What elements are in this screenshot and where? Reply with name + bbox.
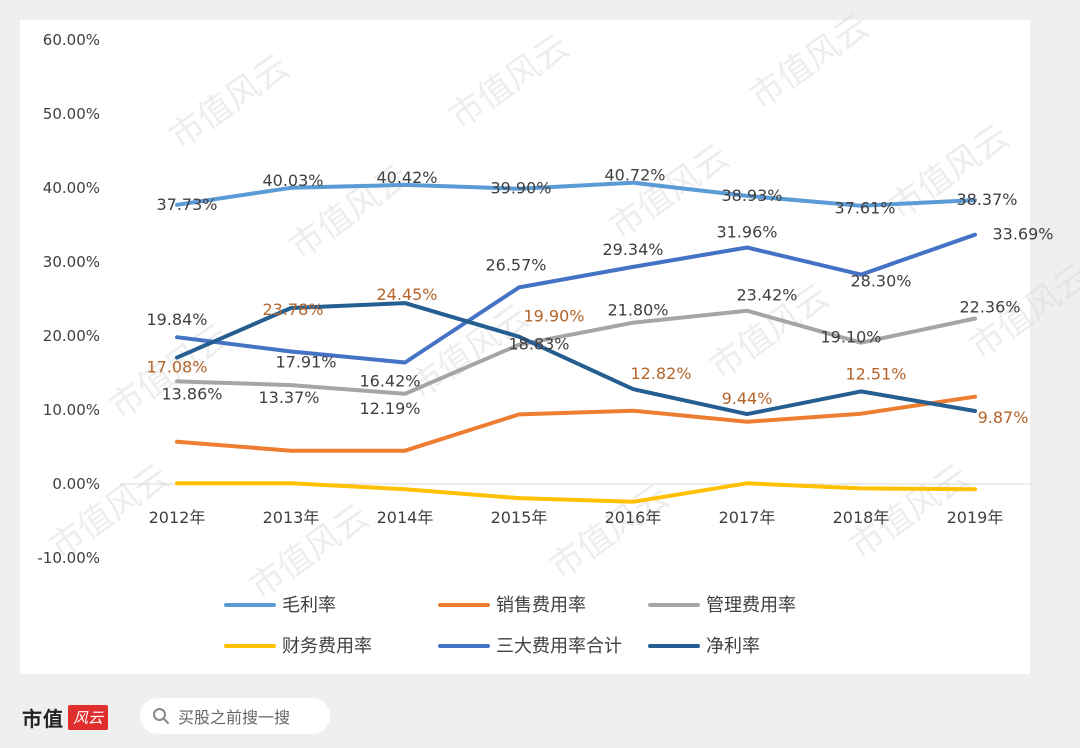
data-label: 13.37%: [258, 388, 319, 407]
legend-label: 三大费用率合计: [496, 636, 622, 657]
data-label: 19.10%: [820, 328, 881, 347]
data-label: 9.87%: [978, 408, 1029, 427]
legend-label: 管理费用率: [706, 595, 796, 616]
y-tick-label: 40.00%: [43, 179, 100, 197]
data-label: 37.73%: [156, 195, 217, 214]
search-box[interactable]: 买股之前搜一搜: [140, 698, 330, 734]
data-label: 38.37%: [956, 190, 1017, 209]
x-tick-label: 2014年: [377, 508, 434, 527]
y-tick-label: -10.00%: [37, 549, 100, 567]
watermark-text: 市值风云: [542, 477, 676, 588]
legend-label: 销售费用率: [496, 595, 586, 616]
series-line-三大费用率合计: [175, 232, 977, 365]
search-placeholder: 买股之前搜一搜: [178, 708, 291, 727]
data-label: 19.84%: [146, 310, 207, 329]
footer-bar: 市值 风云 买股之前搜一搜: [0, 690, 1080, 748]
series-line-净利率: [175, 301, 977, 417]
brand-seal: 风云: [68, 704, 109, 730]
data-label: 12.51%: [845, 364, 906, 383]
data-label: 33.69%: [992, 225, 1053, 244]
legend-label: 净利率: [706, 636, 760, 657]
legend-label: 财务费用率: [282, 636, 372, 657]
data-label: 40.72%: [604, 166, 665, 185]
search-icon: [153, 708, 169, 724]
data-label: 28.30%: [850, 272, 911, 291]
data-label: 29.34%: [602, 240, 663, 259]
y-tick-label: 10.00%: [43, 401, 100, 419]
data-labels: 37.73% 40.03% 40.42% 39.90% 40.72% 38.93% 37.6…: [146, 166, 1053, 427]
data-label: 38.93%: [721, 186, 782, 205]
data-label: 39.90%: [490, 179, 551, 198]
data-label: 21.80%: [607, 301, 668, 320]
data-label: 12.82%: [630, 364, 691, 383]
y-tick-label: 20.00%: [43, 327, 100, 345]
data-label: 9.44%: [722, 389, 773, 408]
series-line-毛利率: [175, 180, 977, 208]
chart-card: [20, 20, 1030, 674]
y-tick-label: 60.00%: [43, 31, 100, 49]
data-label: 26.57%: [485, 255, 546, 274]
series-layer: [175, 180, 977, 504]
data-label: 31.96%: [716, 222, 777, 241]
data-label: 37.61%: [834, 199, 895, 218]
y-tick-label: 30.00%: [43, 253, 100, 271]
watermark-text: 市值风云: [442, 27, 576, 138]
x-tick-label: 2017年: [719, 508, 776, 527]
data-label: 22.36%: [959, 298, 1020, 317]
axes: 60.00% 50.00% 40.00% 30.00% 20.00% 10.00% 0.00…: [37, 31, 1032, 567]
x-tick-label: 2012年: [149, 508, 206, 527]
watermark-text: 市值风云: [882, 117, 1016, 228]
data-label: 17.08%: [146, 358, 207, 377]
y-tick-label: 50.00%: [43, 105, 100, 123]
data-label: 18.83%: [508, 335, 569, 354]
data-label: 23.42%: [736, 286, 797, 305]
data-label: 40.03%: [262, 171, 323, 190]
data-label: 16.42%: [359, 371, 420, 390]
x-tick-label: 2016年: [605, 508, 662, 527]
data-label: 19.90%: [523, 307, 584, 326]
series-line-财务费用率: [175, 481, 977, 504]
x-tick-label: 2013年: [263, 508, 320, 527]
x-tick-label: 2018年: [833, 508, 890, 527]
data-label: 40.42%: [376, 168, 437, 187]
series-line-销售费用率: [175, 394, 977, 453]
data-label: 23.78%: [262, 300, 323, 319]
x-tick-label: 2015年: [491, 508, 548, 527]
y-tick-label: 0.00%: [52, 475, 100, 493]
x-tick-label: 2019年: [947, 508, 1004, 527]
data-label: 12.19%: [359, 399, 420, 418]
series-line-管理费用率: [175, 308, 977, 396]
brand-logo[interactable]: 市值 风云: [22, 702, 109, 732]
data-label: 17.91%: [275, 352, 336, 371]
watermark-text: 市值风云: [742, 7, 876, 118]
watermark-text: 市值风云: [162, 47, 296, 158]
legend-label: 毛利率: [282, 595, 336, 616]
brand-name: 市值: [22, 706, 64, 731]
data-label: 24.45%: [376, 285, 437, 304]
data-label: 13.86%: [161, 384, 222, 403]
